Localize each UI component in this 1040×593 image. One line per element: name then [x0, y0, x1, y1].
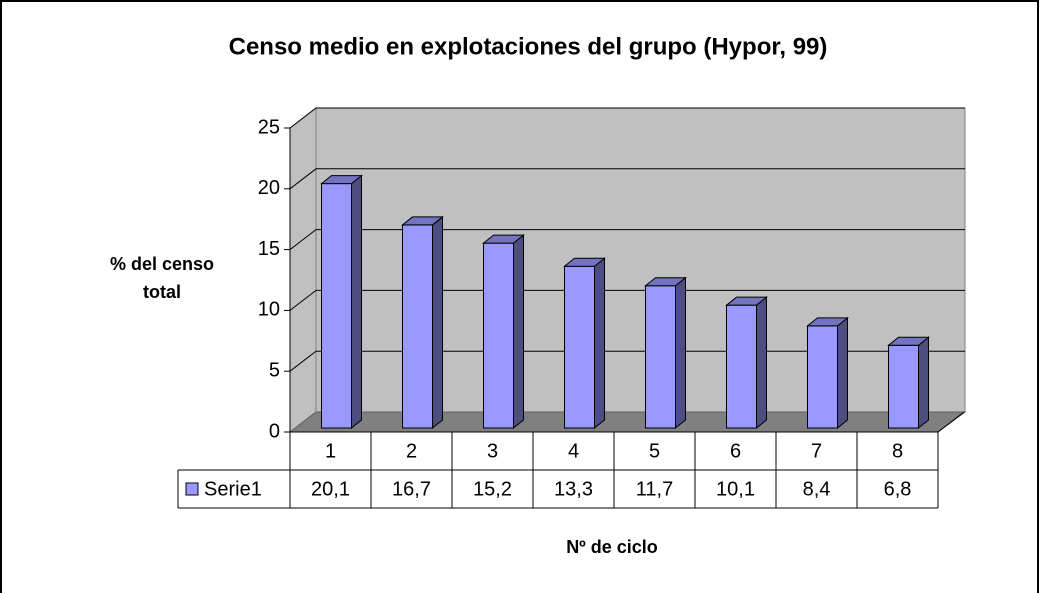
- y-tick-label: 5: [269, 359, 280, 381]
- bar-side: [594, 257, 605, 430]
- data-table-value: 11,7: [636, 478, 673, 500]
- y-tick-label: 20: [258, 177, 280, 199]
- data-table-value: 8,4: [803, 478, 831, 500]
- data-table-value: 16,7: [392, 478, 431, 500]
- bar-front: [888, 344, 919, 429]
- bar-top: [887, 336, 930, 346]
- x-axis-label: Nº de ciclo: [566, 537, 658, 557]
- data-table-value: 6,8: [884, 478, 912, 500]
- bar-top: [482, 234, 525, 244]
- y-tick-label: 15: [258, 238, 280, 260]
- y-axis-label-box: % del censo total: [109, 254, 215, 302]
- legend-label: Serie1: [204, 478, 262, 500]
- x-tick-label: 5: [649, 440, 660, 462]
- bar-side: [351, 174, 362, 430]
- bar-front: [645, 285, 676, 429]
- bar-front: [564, 265, 595, 429]
- bar-side: [918, 336, 929, 430]
- grid-line: [289, 289, 965, 311]
- bar-side: [432, 215, 443, 430]
- data-table-value: 15,2: [473, 478, 512, 500]
- bar-front: [726, 304, 757, 429]
- grid-line: [289, 168, 965, 190]
- bar-top: [320, 175, 363, 185]
- bar-top: [725, 296, 768, 306]
- bar-front: [402, 224, 433, 429]
- data-table-value: 13,3: [554, 478, 593, 500]
- bar-side: [513, 234, 524, 430]
- bar-side: [756, 296, 767, 430]
- legend-swatch: [185, 482, 199, 496]
- bar-top: [806, 317, 849, 327]
- x-tick-label: 4: [568, 440, 579, 462]
- bar-front: [807, 325, 838, 429]
- data-table-value: 20,1: [311, 478, 350, 500]
- y-tick-label: 25: [258, 116, 280, 138]
- bar-top: [563, 257, 606, 267]
- x-tick-label: 6: [730, 440, 741, 462]
- grid-line: [289, 229, 965, 250]
- bar-front: [483, 242, 514, 429]
- grid-line: [289, 107, 965, 129]
- bar-side: [675, 276, 686, 430]
- x-tick-label: 3: [487, 440, 498, 462]
- x-tick-label: 2: [406, 440, 417, 462]
- side-wall: [289, 106, 317, 434]
- x-tick-label: 7: [811, 440, 822, 462]
- bar-top: [401, 216, 444, 226]
- x-tick-label: 8: [892, 440, 903, 462]
- y-tick-label: 0: [269, 420, 280, 442]
- y-tick-label: 10: [258, 299, 280, 321]
- table-line: [937, 411, 965, 433]
- bar-front: [321, 183, 352, 429]
- bar-side: [837, 316, 848, 430]
- chart-title: Censo medio en explotaciones del grupo (…: [229, 33, 828, 60]
- floor: [288, 411, 967, 433]
- data-table-value: 10,1: [716, 478, 755, 500]
- y-axis-label: % del censo total: [109, 254, 215, 302]
- x-tick-label: 1: [325, 440, 336, 462]
- bar-top: [644, 277, 687, 287]
